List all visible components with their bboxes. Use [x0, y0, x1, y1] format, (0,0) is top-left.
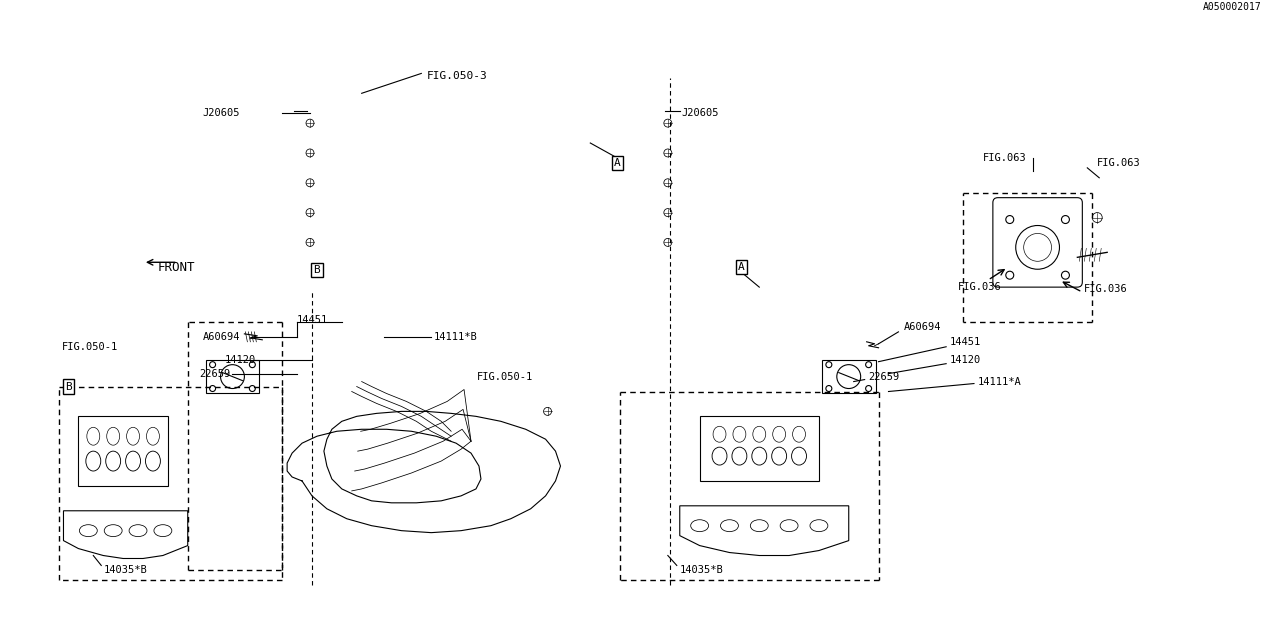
Text: FIG.050-1: FIG.050-1: [61, 342, 118, 352]
Text: A60694: A60694: [904, 322, 941, 332]
Text: FIG.063: FIG.063: [1097, 158, 1140, 168]
Text: 22659: 22659: [200, 369, 230, 379]
Text: 14111*A: 14111*A: [978, 376, 1021, 387]
Text: A60694: A60694: [202, 332, 241, 342]
Text: B: B: [65, 381, 72, 392]
Text: FIG.063: FIG.063: [983, 153, 1027, 163]
Text: 22659: 22659: [869, 372, 900, 381]
Text: A: A: [614, 158, 621, 168]
Text: J20605: J20605: [202, 108, 241, 118]
Text: 14451: 14451: [297, 315, 328, 325]
Text: A050002017: A050002017: [1202, 2, 1261, 12]
Text: B: B: [314, 265, 320, 275]
Text: FRONT: FRONT: [157, 260, 196, 274]
Text: 14451: 14451: [950, 337, 982, 347]
Text: FIG.036: FIG.036: [957, 282, 1002, 292]
Text: FIG.050-1: FIG.050-1: [477, 372, 534, 381]
Text: 14035*B: 14035*B: [104, 565, 147, 575]
Text: 14120: 14120: [950, 355, 982, 365]
Text: FIG.036: FIG.036: [1084, 284, 1128, 294]
Text: 14120: 14120: [224, 355, 256, 365]
Text: 14111*B: 14111*B: [433, 332, 477, 342]
Text: 14035*B: 14035*B: [680, 565, 723, 575]
Text: J20605: J20605: [682, 108, 719, 118]
Text: FIG.050-3: FIG.050-3: [426, 72, 488, 81]
Text: A: A: [739, 262, 745, 272]
